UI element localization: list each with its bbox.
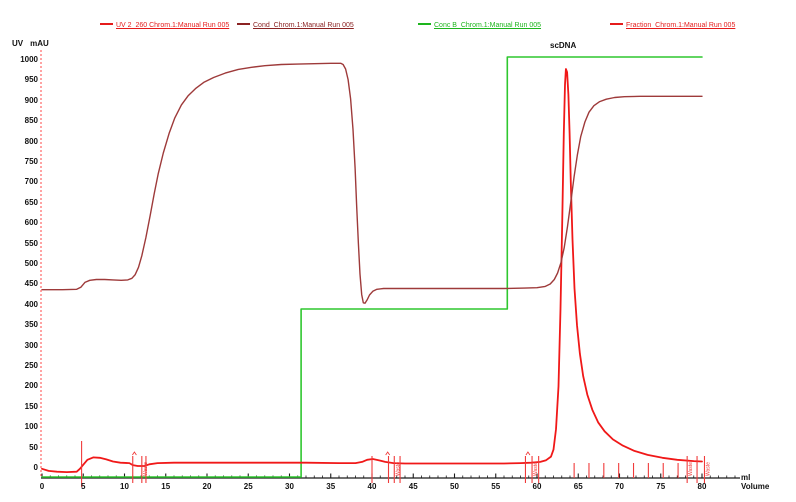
y-axis-unit: UV mAU — [12, 39, 56, 48]
fraction-mark-label: Waste — [688, 462, 694, 476]
legend-item-cond: Cond_Chrom.1:Manual Run 005 — [237, 22, 354, 29]
y-tick-label: 850 — [24, 116, 38, 126]
legend-label-fraction: Fraction_Chrom.1:Manual Run 005 — [626, 22, 736, 29]
y-tick-label: 1000 — [20, 55, 38, 64]
y-axis-unit-uv: UV — [12, 39, 24, 48]
x-tick-label: 60 — [532, 482, 542, 491]
x-tick-label: 65 — [573, 482, 583, 491]
y-tick-label: 0 — [33, 463, 38, 472]
y-tick-label: 250 — [24, 361, 38, 370]
y-tick-label: 950 — [24, 75, 38, 85]
y-tick-label: 200 — [24, 381, 38, 391]
y-tick-label: 750 — [24, 157, 38, 166]
legend-item-fraction: Fraction_Chrom.1:Manual Run 005 — [610, 22, 735, 29]
y-tick-label: 500 — [24, 259, 38, 268]
x-tick-label: 15 — [161, 482, 171, 491]
x-tick-label: 20 — [202, 482, 212, 491]
y-tick-label: 50 — [29, 442, 38, 452]
fraction-caret-mark — [385, 451, 391, 456]
fraction-mark-label: Waste — [533, 462, 539, 476]
x-axis-unit-volume: Volume — [741, 482, 770, 491]
y-tick-label: 300 — [24, 340, 38, 350]
x-tick-label: 30 — [285, 482, 294, 491]
x-tick-label: 50 — [450, 482, 459, 491]
legend-label-cond: Cond_Chrom.1:Manual Run 005 — [253, 22, 354, 29]
chart-legend: UV 2_260 Chrom.1:Manual Run 005 Cond_Chr… — [0, 0, 796, 29]
y-tick-label: 450 — [24, 279, 38, 289]
fraction-caret-mark — [132, 451, 137, 456]
curve-cond — [41, 62, 703, 304]
x-tick-label: 5 — [81, 482, 86, 491]
legend-line-sample-concb — [418, 23, 431, 25]
y-tick-label: 100 — [24, 422, 38, 432]
x-tick-label: 35 — [326, 482, 336, 491]
x-tick-label: 0 — [39, 482, 45, 491]
curve-uv — [41, 68, 703, 474]
curve-conc-b — [41, 56, 703, 478]
x-axis-unit-ml: ml — [741, 473, 751, 482]
y-tick-label: 150 — [24, 401, 38, 411]
y-tick-label: 550 — [24, 238, 38, 248]
legend-line-sample-cond — [237, 23, 250, 25]
fraction-mark-label: Waste — [395, 462, 401, 476]
x-axis-unit: ml Volume — [741, 473, 769, 491]
x-tick-label: 75 — [656, 482, 666, 491]
x-tick-label: 40 — [367, 482, 377, 491]
y-tick-label: 400 — [24, 299, 38, 309]
x-tick-label: 45 — [408, 482, 418, 491]
legend-line-sample-uv — [100, 23, 113, 25]
fraction-mark-label: Waste — [705, 462, 711, 476]
y-tick-label: 650 — [24, 197, 38, 207]
y-tick-label: 800 — [24, 136, 38, 146]
y-tick-label: 600 — [24, 218, 38, 228]
y-tick-label: 350 — [24, 320, 38, 330]
x-tick-label: 55 — [491, 482, 501, 491]
y-tick-label: 700 — [24, 177, 38, 187]
x-tick-label: 10 — [120, 482, 129, 491]
x-tick-label: 70 — [615, 482, 624, 491]
x-tick-label: 80 — [697, 482, 707, 491]
fraction-caret-mark — [525, 451, 531, 456]
y-axis-unit-mau: mAU — [30, 39, 49, 48]
x-tick-label: 25 — [243, 482, 253, 491]
legend-line-sample-fraction — [610, 23, 623, 25]
peak-annotation-scdna: scDNA — [550, 41, 577, 50]
legend-label-uv: UV 2_260 Chrom.1:Manual Run 005 — [116, 22, 230, 29]
legend-item-uv: UV 2_260 Chrom.1:Manual Run 005 — [100, 22, 229, 29]
y-tick-label: 900 — [24, 95, 38, 105]
legend-item-concb: Conc B_Chrom.1:Manual Run 005 — [418, 22, 541, 29]
legend-label-concb: Conc B_Chrom.1:Manual Run 005 — [434, 22, 542, 29]
